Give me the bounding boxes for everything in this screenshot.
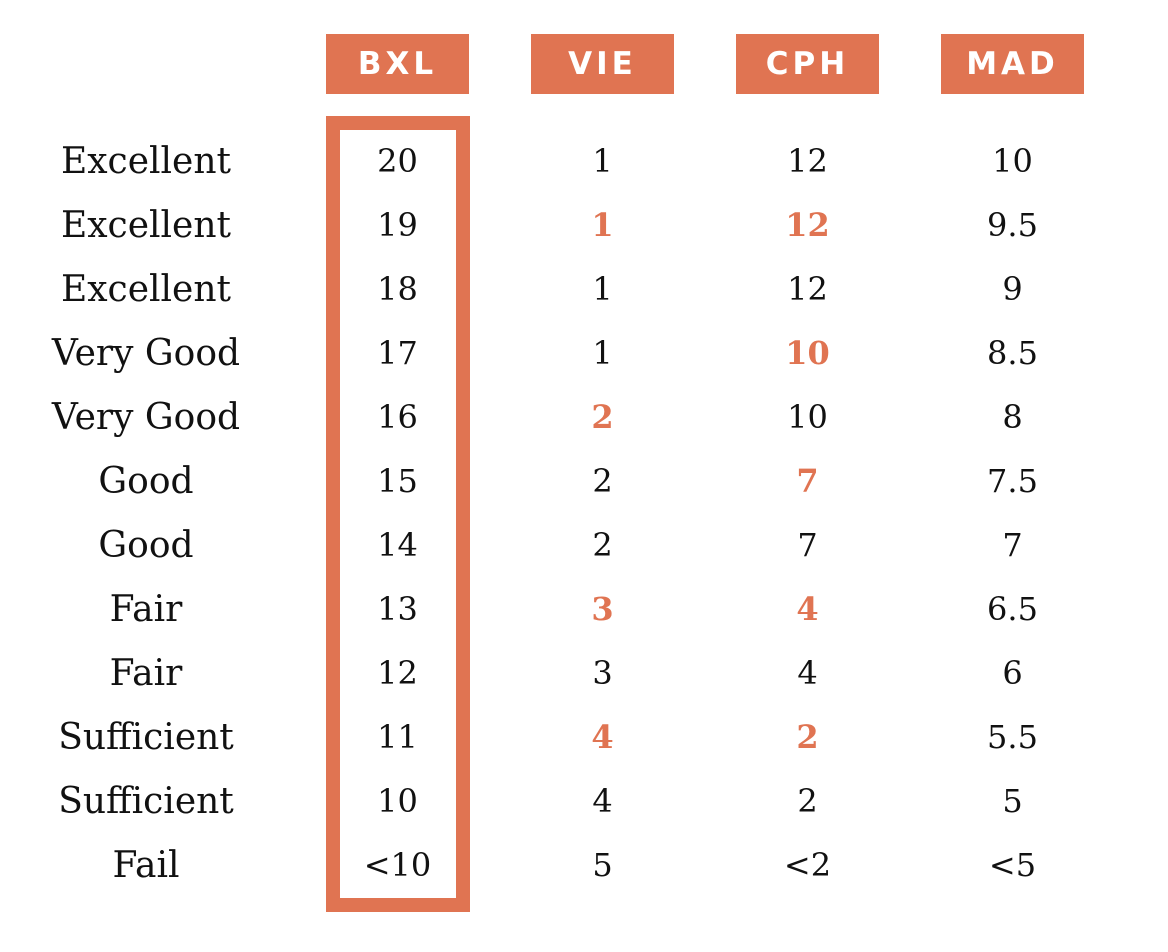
vie-value-cell: 2 (592, 526, 613, 564)
mad-value-cell: 9 (1002, 270, 1023, 308)
column-header-bxl: BXL (326, 34, 469, 94)
bxl-value-cell: 20 (377, 142, 418, 180)
cph-value-cell: 4 (796, 590, 819, 628)
bxl-value-cell: 14 (377, 526, 418, 564)
vie-value-cell: 1 (592, 270, 613, 308)
row-label: Excellent (60, 140, 232, 182)
mad-value-cell: 6 (1002, 654, 1023, 692)
row-label: Excellent (60, 268, 232, 310)
bxl-value-cell: 12 (377, 654, 418, 692)
bxl-value-cell: 17 (377, 334, 418, 372)
bxl-values-column: 20 19 18 17 16 15 14 13 12 11 10 <10 (326, 129, 469, 897)
vie-value-cell: 4 (592, 782, 613, 820)
mad-value-cell: 5.5 (987, 718, 1038, 756)
cph-value-cell: 7 (797, 526, 818, 564)
bxl-value-cell: 10 (377, 782, 418, 820)
cph-value-cell: 2 (796, 718, 819, 756)
bxl-value-cell: 16 (377, 398, 418, 436)
row-label: Excellent (60, 204, 232, 246)
bxl-value-cell: 15 (377, 462, 418, 500)
cph-value-cell: 10 (787, 398, 828, 436)
vie-value-cell: 2 (591, 398, 614, 436)
mad-value-cell: 7.5 (987, 462, 1038, 500)
cph-value-cell: 7 (796, 462, 819, 500)
bxl-value-cell: 11 (377, 718, 418, 756)
row-label: Fair (109, 588, 183, 630)
vie-value-cell: 1 (592, 334, 613, 372)
cph-value-cell: 12 (787, 142, 828, 180)
vie-value-cell: 5 (592, 846, 613, 884)
mad-value-cell: 8.5 (987, 334, 1038, 372)
mad-value-cell: 5 (1002, 782, 1023, 820)
bxl-value-cell: 13 (377, 590, 418, 628)
cph-values-column: 12 12 12 10 10 7 7 4 4 2 2 <2 (736, 129, 879, 897)
mad-value-cell: 7 (1002, 526, 1023, 564)
row-label: Fair (109, 652, 183, 694)
row-label: Fail (112, 844, 180, 886)
mad-values-column: 10 9.5 9 8.5 8 7.5 7 6.5 6 5.5 5 <5 (941, 129, 1084, 897)
column-header-cph: CPH (736, 34, 879, 94)
vie-value-cell: 3 (591, 590, 614, 628)
column-header-mad: MAD (941, 34, 1084, 94)
vie-values-column: 1 1 1 1 2 2 2 3 3 4 4 5 (531, 129, 674, 897)
mad-value-cell: 9.5 (987, 206, 1038, 244)
row-label: Good (98, 524, 194, 566)
cph-value-cell: 10 (785, 334, 830, 372)
mad-value-cell: 6.5 (987, 590, 1038, 628)
cph-value-cell: 12 (785, 206, 830, 244)
row-labels: Excellent Excellent Excellent Very Good Very… (46, 129, 246, 897)
mad-value-cell: 10 (992, 142, 1033, 180)
bxl-value-cell: <10 (363, 846, 432, 884)
mad-value-cell: <5 (988, 846, 1037, 884)
vie-value-cell: 2 (592, 462, 613, 500)
row-label: Sufficient (58, 716, 234, 758)
row-label: Sufficient (58, 780, 234, 822)
column-header-vie: VIE (531, 34, 674, 94)
row-label: Good (98, 460, 194, 502)
bxl-value-cell: 19 (377, 206, 418, 244)
row-label: Very Good (51, 396, 241, 438)
cph-value-cell: 2 (797, 782, 818, 820)
cph-value-cell: 12 (787, 270, 828, 308)
cph-value-cell: <2 (783, 846, 832, 884)
vie-value-cell: 4 (591, 718, 614, 756)
vie-value-cell: 1 (591, 206, 614, 244)
vie-value-cell: 1 (592, 142, 613, 180)
cph-value-cell: 4 (797, 654, 818, 692)
vie-value-cell: 3 (592, 654, 613, 692)
mad-value-cell: 8 (1002, 398, 1023, 436)
bxl-value-cell: 18 (377, 270, 418, 308)
bxl-column-highlight-frame (326, 116, 470, 912)
row-label: Very Good (51, 332, 241, 374)
